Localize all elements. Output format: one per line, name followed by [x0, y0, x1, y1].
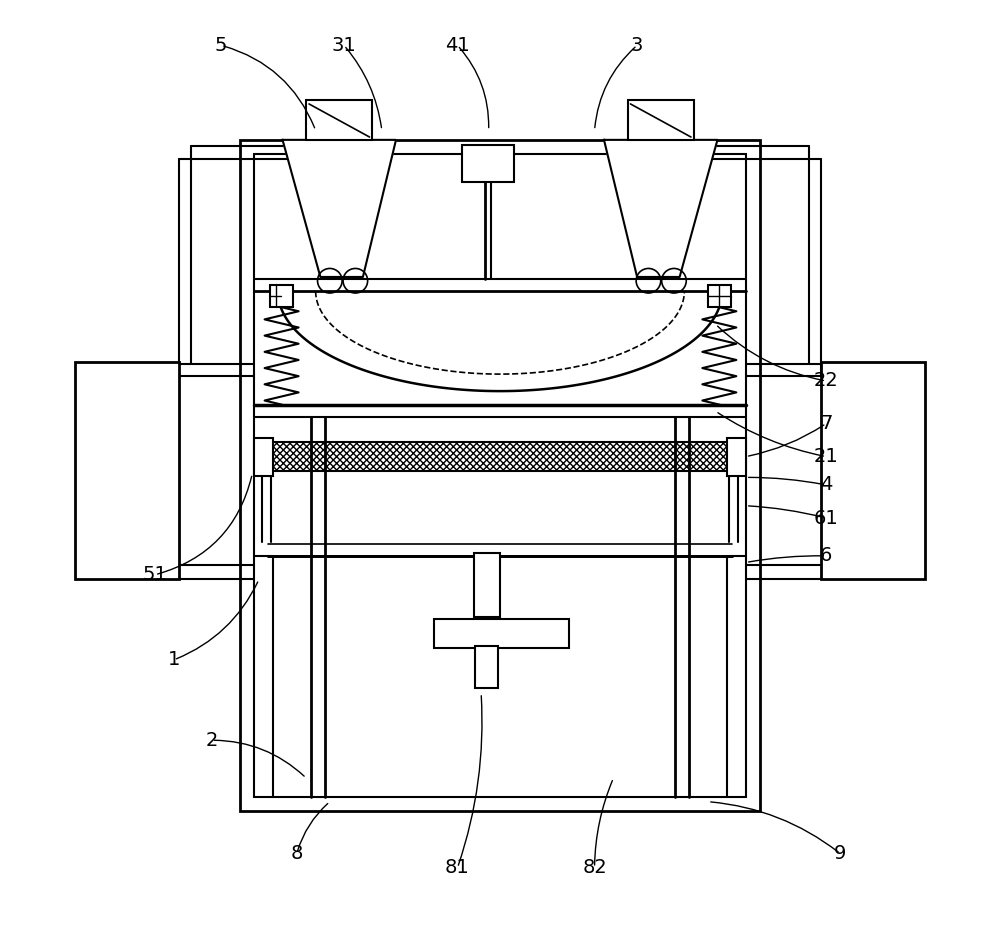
- Bar: [628, 100, 694, 140]
- Bar: [821, 362, 925, 579]
- Bar: [434, 619, 569, 648]
- Bar: [270, 284, 293, 307]
- Text: 81: 81: [445, 859, 470, 878]
- Bar: [254, 437, 273, 476]
- Bar: [708, 284, 731, 307]
- Text: 7: 7: [820, 414, 832, 433]
- Bar: [475, 646, 498, 689]
- Bar: [271, 442, 730, 471]
- Text: 9: 9: [834, 844, 847, 864]
- Bar: [462, 145, 514, 183]
- Bar: [306, 100, 372, 140]
- Bar: [474, 553, 500, 617]
- Text: 8: 8: [291, 844, 303, 864]
- Bar: [254, 154, 746, 797]
- Bar: [727, 437, 746, 476]
- Text: 41: 41: [445, 36, 470, 55]
- Text: 31: 31: [332, 36, 356, 55]
- Text: 3: 3: [631, 36, 643, 55]
- Text: 82: 82: [582, 859, 607, 878]
- Bar: [240, 140, 760, 811]
- Text: 61: 61: [814, 509, 839, 528]
- Text: 4: 4: [820, 476, 832, 495]
- Polygon shape: [604, 140, 717, 277]
- Text: 2: 2: [205, 730, 218, 749]
- Text: 6: 6: [820, 547, 832, 565]
- Text: 21: 21: [814, 447, 839, 466]
- Text: 5: 5: [215, 36, 227, 55]
- Polygon shape: [283, 140, 396, 277]
- Text: 1: 1: [168, 650, 180, 670]
- Text: 51: 51: [142, 565, 167, 584]
- Text: 22: 22: [814, 372, 839, 391]
- Bar: [75, 362, 179, 579]
